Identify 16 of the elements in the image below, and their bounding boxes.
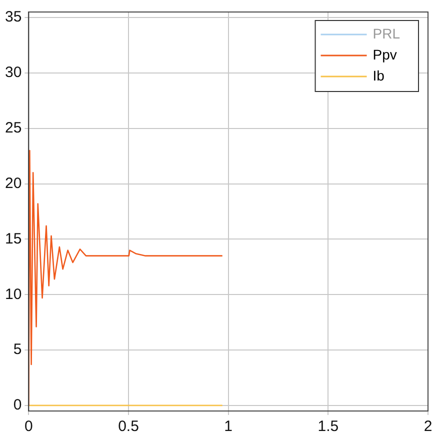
y-tick-label: 5 bbox=[13, 341, 22, 358]
y-tick-label: 15 bbox=[4, 230, 22, 248]
x-tick-label: 1 bbox=[224, 418, 233, 436]
y-tick-label: 10 bbox=[4, 286, 22, 303]
y-tick-label: 20 bbox=[4, 174, 22, 192]
legend-label: Ppv bbox=[372, 46, 397, 62]
legend-label: Ib bbox=[372, 67, 385, 84]
x-tick-label: 2 bbox=[424, 418, 432, 436]
y-tick-label: 35 bbox=[4, 8, 22, 26]
y-tick-label: 25 bbox=[4, 120, 22, 137]
y-tick-label: 30 bbox=[4, 64, 22, 82]
x-tick-label: 0 bbox=[24, 418, 33, 436]
legend-label: PRL bbox=[372, 25, 400, 42]
x-tick-label: 0.5 bbox=[118, 418, 139, 436]
x-tick-label: 1.5 bbox=[318, 418, 339, 436]
y-tick-label: 0 bbox=[13, 396, 22, 414]
